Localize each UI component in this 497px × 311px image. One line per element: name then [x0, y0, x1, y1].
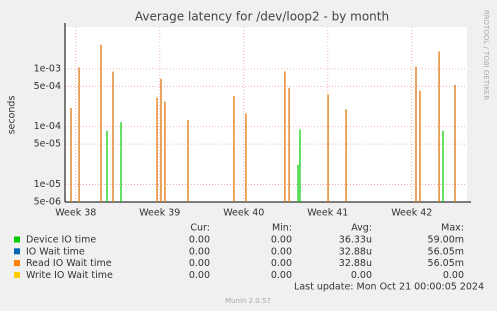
y-tick-label: 5e-06 — [34, 197, 61, 208]
legend-value: 0.00 — [189, 235, 210, 246]
legend-value: 0.00 — [189, 270, 210, 281]
legend-label: IO Wait time — [26, 246, 85, 257]
legend-value: 36.33u — [339, 235, 372, 246]
plot-area — [65, 27, 467, 202]
legend-swatch — [14, 248, 20, 255]
legend-label: Write IO Wait time — [26, 270, 113, 281]
legend-swatch — [14, 260, 20, 267]
x-tick-label: Week 41 — [307, 208, 348, 219]
legend-value: 0.00 — [189, 258, 210, 269]
legend-value: 0.00 — [351, 270, 372, 281]
x-tick-label: Week 40 — [223, 208, 264, 219]
legend-label: Device IO time — [26, 235, 96, 246]
legend-value: 0.00 — [271, 246, 292, 257]
legend-swatch — [14, 236, 20, 243]
legend-value: 56.05m — [428, 258, 464, 269]
legend-value: 59.00m — [428, 235, 464, 246]
legend-value: 32.88u — [339, 246, 372, 257]
legend-value: 0.00 — [443, 270, 464, 281]
legend-value: 56.05m — [428, 246, 464, 257]
chart-title: Average latency for /dev/loop2 - by mont… — [135, 10, 389, 24]
legend-swatch — [14, 271, 20, 278]
legend-label: Read IO Wait time — [26, 258, 112, 269]
y-axis-label: seconds — [7, 96, 18, 135]
column-header: Min: — [272, 223, 292, 234]
last-update: Last update: Mon Oct 21 00:00:05 2024 — [294, 282, 484, 293]
y-tick-label: 1e-04 — [34, 121, 61, 132]
legend-value: 0.00 — [271, 235, 292, 246]
x-tick-label: Week 38 — [55, 208, 96, 219]
legend-value: 0.00 — [189, 246, 210, 257]
legend-value: 0.00 — [271, 270, 292, 281]
y-tick-label: 1e-05 — [34, 179, 61, 190]
column-header: Avg: — [351, 223, 372, 234]
side-text: RRDTOOL / TOBI OETIKER — [482, 10, 490, 100]
legend-value: 32.88u — [339, 258, 372, 269]
column-header: Cur: — [190, 223, 210, 234]
y-tick-label: 5e-05 — [34, 139, 61, 150]
x-tick-label: Week 39 — [139, 208, 180, 219]
y-tick-label: 1e-03 — [34, 63, 61, 74]
footer: Munin 2.0.57 — [225, 297, 271, 305]
column-header: Max: — [441, 223, 464, 234]
legend-value: 0.00 — [271, 258, 292, 269]
y-tick-label: 5e-04 — [34, 81, 61, 92]
x-tick-label: Week 42 — [391, 208, 432, 219]
